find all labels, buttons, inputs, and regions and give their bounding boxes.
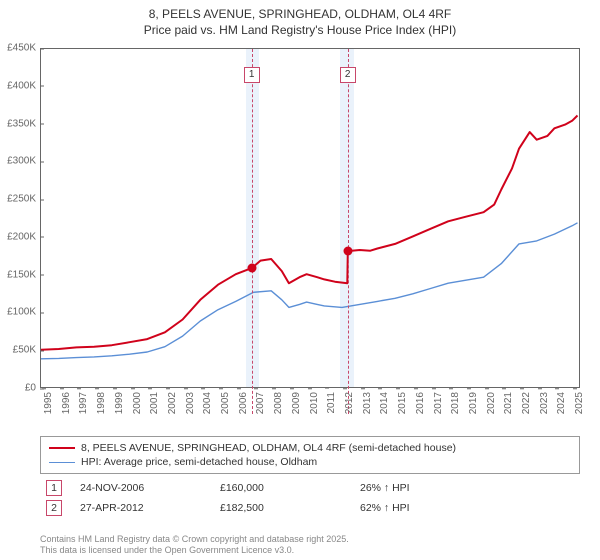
y-tick-label: £350K <box>0 118 36 129</box>
x-tick-label: 2010 <box>309 392 320 414</box>
legend-box: 8, PEELS AVENUE, SPRINGHEAD, OLDHAM, OL4… <box>40 436 580 474</box>
x-tick-label: 2013 <box>362 392 373 414</box>
sale-price: £182,500 <box>220 502 360 514</box>
x-tick-label: 1997 <box>78 392 89 414</box>
x-tick-label: 2005 <box>220 392 231 414</box>
chart-area: 12 £0£50K£100K£150K£200K£250K£300K£350K£… <box>40 48 580 418</box>
y-tick-label: £50K <box>0 345 36 356</box>
x-tick-label: 2022 <box>521 392 532 414</box>
sale-point-marker <box>343 247 352 256</box>
x-tick-label: 2018 <box>450 392 461 414</box>
title-line-1: 8, PEELS AVENUE, SPRINGHEAD, OLDHAM, OL4… <box>0 6 600 22</box>
y-tick-label: £400K <box>0 80 36 91</box>
sale-guideline <box>348 49 349 414</box>
y-tick-label: £250K <box>0 194 36 205</box>
legend-row-property: 8, PEELS AVENUE, SPRINGHEAD, OLDHAM, OL4… <box>49 441 571 455</box>
y-tick-label: £200K <box>0 231 36 242</box>
footer-line-2: This data is licensed under the Open Gov… <box>40 545 349 556</box>
x-tick-label: 2012 <box>344 392 355 414</box>
sale-index-box: 2 <box>46 500 62 516</box>
sale-guideline <box>252 49 253 414</box>
sale-date: 27-APR-2012 <box>80 502 220 514</box>
sale-delta: 26% ↑ HPI <box>360 482 500 494</box>
footer-line-1: Contains HM Land Registry data © Crown c… <box>40 534 349 545</box>
x-tick-label: 2001 <box>149 392 160 414</box>
x-tick-label: 2011 <box>326 392 337 414</box>
title-block: 8, PEELS AVENUE, SPRINGHEAD, OLDHAM, OL4… <box>0 0 600 38</box>
x-tick-label: 2008 <box>273 392 284 414</box>
x-tick-label: 1999 <box>114 392 125 414</box>
x-tick-label: 2015 <box>397 392 408 414</box>
sale-index-box: 1 <box>46 480 62 496</box>
series-property <box>41 116 578 350</box>
x-tick-label: 2009 <box>291 392 302 414</box>
x-tick-label: 2021 <box>503 392 514 414</box>
sale-index-marker: 2 <box>340 67 356 83</box>
x-tick-label: 1995 <box>43 392 54 414</box>
y-tick-label: £300K <box>0 156 36 167</box>
y-tick-label: £450K <box>0 43 36 54</box>
y-tick-label: £0 <box>0 383 36 394</box>
x-tick-label: 2023 <box>539 392 550 414</box>
legend-label: 8, PEELS AVENUE, SPRINGHEAD, OLDHAM, OL4… <box>81 442 456 454</box>
sale-date: 24-NOV-2006 <box>80 482 220 494</box>
x-tick-label: 2014 <box>379 392 390 414</box>
plot-region: 12 <box>40 48 580 388</box>
x-tick-label: 2004 <box>202 392 213 414</box>
title-line-2: Price paid vs. HM Land Registry's House … <box>0 22 600 38</box>
x-tick-label: 2000 <box>132 392 143 414</box>
x-tick-label: 2025 <box>574 392 585 414</box>
legend-swatch <box>49 462 75 463</box>
sales-table: 1 24-NOV-2006 £160,000 26% ↑ HPI 2 27-AP… <box>40 478 580 518</box>
line-layer <box>41 49 581 389</box>
series-hpi <box>41 223 578 359</box>
y-tick-label: £100K <box>0 307 36 318</box>
legend-label: HPI: Average price, semi-detached house,… <box>81 456 317 468</box>
legend-swatch <box>49 447 75 449</box>
x-tick-label: 2003 <box>185 392 196 414</box>
legend-row-hpi: HPI: Average price, semi-detached house,… <box>49 455 571 469</box>
chart-card: 8, PEELS AVENUE, SPRINGHEAD, OLDHAM, OL4… <box>0 0 600 560</box>
x-tick-label: 2020 <box>486 392 497 414</box>
sale-delta: 62% ↑ HPI <box>360 502 500 514</box>
x-tick-label: 2017 <box>433 392 444 414</box>
x-tick-label: 2006 <box>238 392 249 414</box>
y-tick-label: £150K <box>0 269 36 280</box>
x-tick-label: 2019 <box>468 392 479 414</box>
sale-row-1: 1 24-NOV-2006 £160,000 26% ↑ HPI <box>40 478 580 498</box>
x-tick-label: 1996 <box>61 392 72 414</box>
x-tick-label: 1998 <box>96 392 107 414</box>
x-tick-label: 2002 <box>167 392 178 414</box>
x-tick-label: 2024 <box>556 392 567 414</box>
sale-point-marker <box>247 264 256 273</box>
footer-attribution: Contains HM Land Registry data © Crown c… <box>40 534 349 557</box>
sale-price: £160,000 <box>220 482 360 494</box>
sale-index-marker: 1 <box>244 67 260 83</box>
sale-row-2: 2 27-APR-2012 £182,500 62% ↑ HPI <box>40 498 580 518</box>
x-tick-label: 2016 <box>415 392 426 414</box>
x-tick-label: 2007 <box>255 392 266 414</box>
